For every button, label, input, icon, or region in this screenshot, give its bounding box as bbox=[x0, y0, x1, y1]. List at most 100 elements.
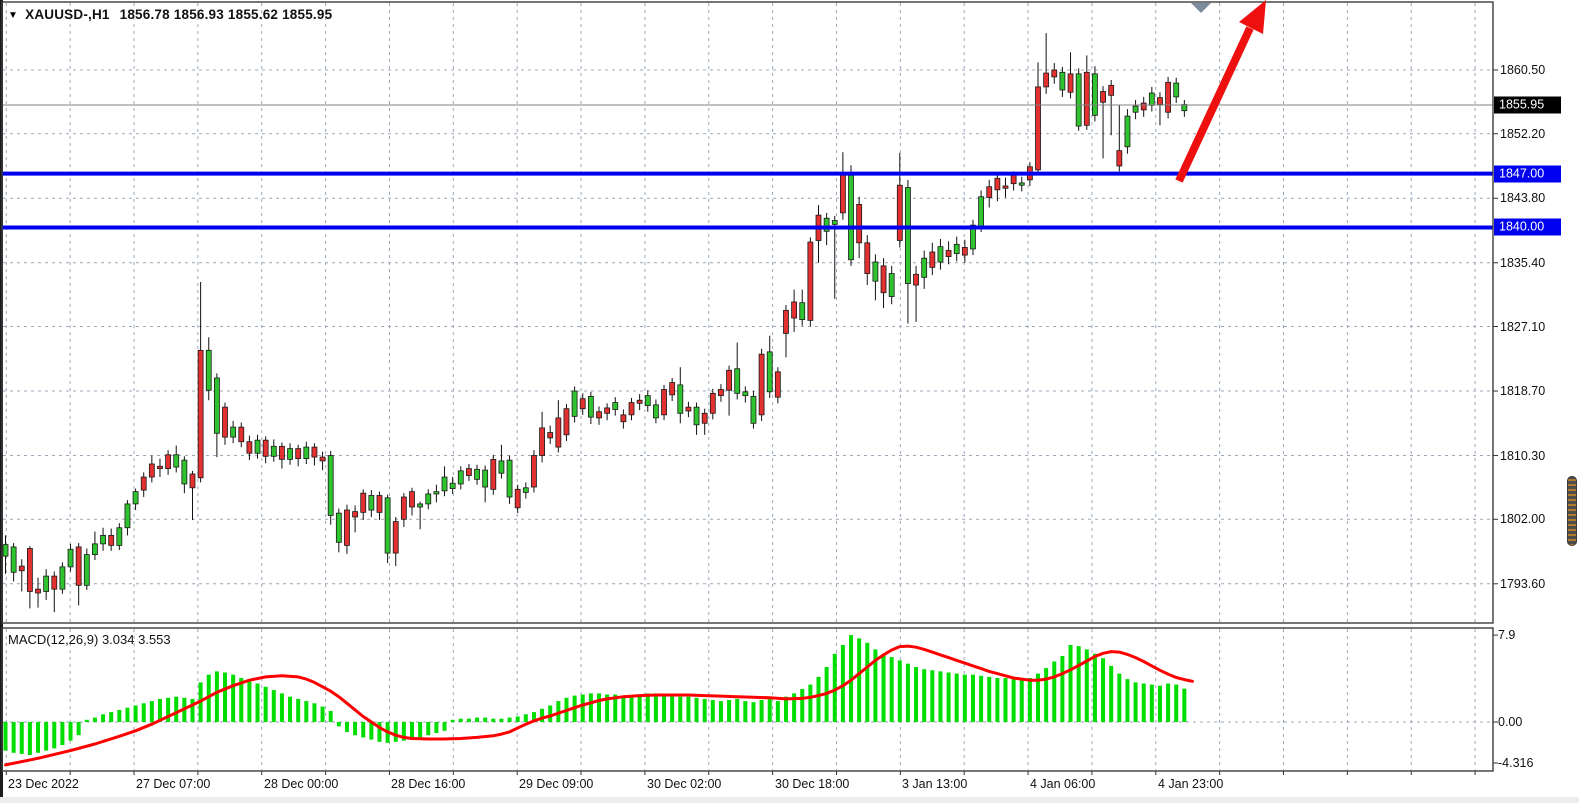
macd-bar bbox=[1076, 646, 1081, 722]
macd-bar bbox=[979, 675, 984, 722]
macd-bar bbox=[710, 700, 715, 722]
macd-bar bbox=[3, 722, 8, 751]
macd-bar bbox=[702, 698, 707, 722]
macd-signal-path bbox=[4, 644, 1194, 767]
chart-header: ▼ XAUUSD-,H1 1856.78 1856.93 1855.62 1855.… bbox=[8, 7, 332, 22]
macd-axis-label: -4.316 bbox=[1498, 756, 1534, 770]
macd-bar bbox=[109, 712, 114, 722]
bull-candle-body bbox=[848, 174, 854, 261]
bull-candle-body bbox=[213, 377, 220, 434]
price-axis-label: 1810.30 bbox=[1500, 448, 1546, 463]
bull-candle-body bbox=[799, 302, 806, 321]
bear-candle-body bbox=[466, 468, 472, 476]
macd-bar bbox=[101, 714, 106, 722]
candles[interactable] bbox=[2, 33, 1188, 613]
macd-bar bbox=[629, 695, 634, 722]
bear-candle-body bbox=[1165, 81, 1171, 113]
bear-candle-body bbox=[628, 402, 635, 416]
macd-bar bbox=[580, 694, 585, 722]
macd-bar bbox=[840, 645, 845, 722]
bull-candle-body bbox=[116, 527, 123, 546]
bear-candle-body bbox=[295, 448, 302, 460]
macd-bar bbox=[686, 696, 691, 722]
bear-candle-body bbox=[409, 491, 415, 508]
macd-bar bbox=[410, 722, 414, 740]
macd-bar bbox=[426, 722, 431, 736]
bull-candle-body bbox=[1132, 105, 1139, 113]
bull-candle-body bbox=[734, 368, 741, 394]
macd-axis-label: 0.00 bbox=[1498, 715, 1523, 729]
window-bottom-strip bbox=[0, 797, 1579, 803]
bull-candle-body bbox=[1059, 71, 1066, 91]
macd-bar bbox=[783, 696, 788, 722]
symbol-dropdown-icon[interactable]: ▼ bbox=[8, 10, 19, 21]
macd-bar bbox=[214, 671, 219, 722]
macd-bar bbox=[808, 684, 813, 722]
bull-candle-body bbox=[441, 476, 448, 492]
macd-bar bbox=[1101, 658, 1106, 722]
chart-end-marker-icon bbox=[1191, 3, 1211, 13]
macd-bar bbox=[344, 722, 349, 732]
time-axis-label: 29 Dec 09:00 bbox=[519, 777, 594, 791]
macd-bar bbox=[588, 693, 593, 722]
bear-candle-body bbox=[596, 411, 602, 419]
bull-candle-body bbox=[1018, 182, 1025, 186]
bull-candle-body bbox=[457, 470, 464, 485]
macd-bar bbox=[1141, 683, 1146, 722]
macd-signal-line bbox=[4, 644, 1194, 767]
macd-bar bbox=[645, 693, 650, 722]
bear-candle-body bbox=[685, 406, 692, 412]
bull-candle-body bbox=[693, 406, 700, 426]
macd-bar bbox=[938, 671, 943, 722]
level-price-marker[interactable]: 1847.00 bbox=[1494, 165, 1561, 183]
macd-bar bbox=[1052, 661, 1057, 722]
bull-candle-body bbox=[254, 439, 261, 454]
bear-candle-body bbox=[783, 309, 789, 334]
bear-candle-body bbox=[1067, 73, 1074, 93]
macd-bar bbox=[166, 697, 171, 722]
bear-candle-body bbox=[400, 496, 407, 520]
macd-bar bbox=[987, 676, 992, 722]
bear-candle-body bbox=[994, 177, 1001, 191]
macd-bar bbox=[1174, 684, 1179, 722]
time-axis-label: 4 Jan 06:00 bbox=[1030, 777, 1096, 791]
macd-bar bbox=[613, 694, 618, 722]
macd-bar bbox=[548, 705, 553, 722]
bull-candle-body bbox=[921, 257, 928, 278]
bull-candle-body bbox=[173, 454, 180, 468]
bull-candle-body bbox=[766, 351, 773, 393]
macd-bar bbox=[68, 722, 73, 741]
bear-candle-body bbox=[669, 382, 676, 396]
macd-bar bbox=[1166, 683, 1171, 722]
macd-bar bbox=[288, 696, 293, 722]
bear-candle-body bbox=[140, 476, 147, 491]
macd-bar bbox=[832, 653, 837, 722]
macd-bar bbox=[694, 697, 699, 722]
bear-candle-body bbox=[352, 511, 358, 518]
trend-arrow-shaft[interactable] bbox=[1175, 26, 1254, 183]
annotations[interactable] bbox=[1175, 0, 1266, 183]
bull-candle-body bbox=[612, 402, 619, 410]
macd-bar bbox=[759, 700, 764, 722]
bear-candle-body bbox=[531, 455, 537, 488]
trend-arrow-head[interactable] bbox=[1239, 0, 1266, 34]
macd-bar bbox=[255, 683, 260, 722]
bear-candle-body bbox=[547, 432, 554, 439]
macd-bar bbox=[751, 702, 756, 722]
bear-candle-body bbox=[636, 399, 643, 404]
vertical-scrollbar-thumb[interactable] bbox=[1567, 476, 1577, 546]
bear-candle-body bbox=[791, 301, 798, 319]
level-price-marker[interactable]: 1840.00 bbox=[1494, 218, 1561, 236]
bull-candle-body bbox=[1124, 115, 1131, 148]
bull-candle-body bbox=[677, 384, 684, 414]
time-axis-label: 4 Jan 23:00 bbox=[1158, 777, 1224, 791]
bull-candle-body bbox=[59, 566, 66, 590]
macd-bar bbox=[670, 695, 675, 722]
price-level-lines[interactable] bbox=[2, 171, 1493, 230]
macd-bar bbox=[369, 722, 374, 740]
time-axis-label: 3 Jan 13:00 bbox=[902, 777, 968, 791]
bear-candle-body bbox=[913, 273, 919, 286]
bull-candle-body bbox=[1092, 73, 1098, 116]
